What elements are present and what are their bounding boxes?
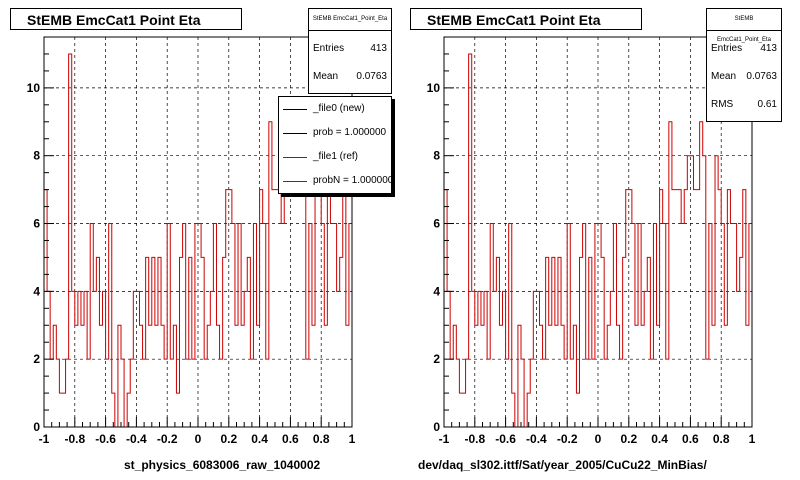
x-tick-label: 0 <box>195 432 202 446</box>
x-tick-label: 1 <box>349 432 356 446</box>
y-tick-label: 4 <box>33 284 40 298</box>
y-tick-label: 6 <box>33 217 40 231</box>
stats-rms-value: 0.61 <box>757 99 777 110</box>
x-tick-label: -0.6 <box>495 432 516 446</box>
y-tick-label: 8 <box>33 149 40 163</box>
y-tick-label: 8 <box>433 149 440 163</box>
y-tick-label: 6 <box>433 217 440 231</box>
legend-entry: _file0 (new) <box>279 99 391 121</box>
legend-swatch <box>283 133 307 134</box>
stats-entries-label: Entries <box>313 43 345 54</box>
stats-box-left: StEMB EmcCat1_Point_Eta Entries 413 Mean… <box>308 8 392 94</box>
x-tick-label: -0.2 <box>557 432 578 446</box>
stats-box-right: StEMB EmcCat1_Point_Eta Entries 413 Mean… <box>706 8 782 122</box>
x-axis-title-right: dev/daq_sl302.ittf/Sat/year_2005/CuCu22_… <box>418 458 707 472</box>
x-tick-label: -0.4 <box>126 432 147 446</box>
histogram-line <box>444 53 752 428</box>
x-tick-label: -0.2 <box>157 432 178 446</box>
stats-mean-label: Mean <box>313 71 339 82</box>
legend-swatch <box>283 157 307 158</box>
stats-mean-row-right: Mean 0.0763 <box>711 70 777 84</box>
legend-entry: prob = 1.000000 <box>279 123 391 145</box>
legend-label: probN = 1.000000 <box>313 175 392 186</box>
x-tick-label: 0.4 <box>251 432 268 446</box>
x-tick-label: -0.6 <box>95 432 116 446</box>
legend-left: _file0 (new) prob = 1.000000 _file1 (ref… <box>278 96 392 194</box>
x-tick-label: -0.4 <box>526 432 547 446</box>
x-tick-label: -1 <box>39 432 50 446</box>
x-tick-label: 0.2 <box>220 432 237 446</box>
x-tick-label: 0.6 <box>282 432 299 446</box>
legend-swatch <box>283 109 307 110</box>
legend-label: prob = 1.000000 <box>313 127 387 138</box>
stats-header-left: StEMB EmcCat1_Point_Eta <box>309 9 391 31</box>
x-axis-title-left: st_physics_6083006_raw_1040002 <box>124 458 321 472</box>
y-tick-label: 2 <box>33 352 40 366</box>
stats-mean-value: 0.0763 <box>746 71 777 82</box>
x-tick-label: -0.8 <box>464 432 485 446</box>
stats-entries-row-left: Entries 413 <box>313 42 387 56</box>
legend-entry: _file1 (ref) <box>279 147 391 169</box>
stats-entries-value: 413 <box>760 43 777 54</box>
x-tick-label: -1 <box>439 432 450 446</box>
x-tick-label: 0.4 <box>651 432 668 446</box>
y-tick-label: 2 <box>433 352 440 366</box>
legend-label: _file1 (ref) <box>313 151 359 162</box>
x-tick-label: -0.8 <box>64 432 85 446</box>
stats-entries-label: Entries <box>711 43 743 54</box>
legend-entry: probN = 1.000000 <box>279 171 391 193</box>
legend-label: _file0 (new) <box>313 103 365 114</box>
chart-title-right: StEMB EmcCat1 Point Eta <box>410 8 642 30</box>
y-tick-label: 0 <box>33 420 40 434</box>
y-tick-label: 10 <box>27 81 41 95</box>
x-tick-label: 0.8 <box>713 432 730 446</box>
stats-rms-label: RMS <box>711 99 734 110</box>
stats-mean-value: 0.0763 <box>356 71 387 82</box>
legend-swatch <box>283 181 307 182</box>
y-tick-label: 4 <box>433 284 440 298</box>
stats-entries-value: 413 <box>370 43 387 54</box>
stats-entries-row-right: Entries 413 <box>711 42 777 56</box>
stats-mean-label: Mean <box>711 71 737 82</box>
y-tick-label: 10 <box>427 81 441 95</box>
x-tick-label: 0 <box>595 432 602 446</box>
y-tick-label: 0 <box>433 420 440 434</box>
stats-header-right: StEMB EmcCat1_Point_Eta <box>707 9 781 43</box>
stats-mean-row-left: Mean 0.0763 <box>313 70 387 84</box>
stats-rms-row-right: RMS 0.61 <box>711 98 777 112</box>
x-tick-label: 0.6 <box>682 432 699 446</box>
x-tick-label: 0.8 <box>313 432 330 446</box>
x-tick-label: 0.2 <box>620 432 637 446</box>
x-tick-label: 1 <box>749 432 756 446</box>
chart-title-left: StEMB EmcCat1 Point Eta <box>10 8 242 30</box>
